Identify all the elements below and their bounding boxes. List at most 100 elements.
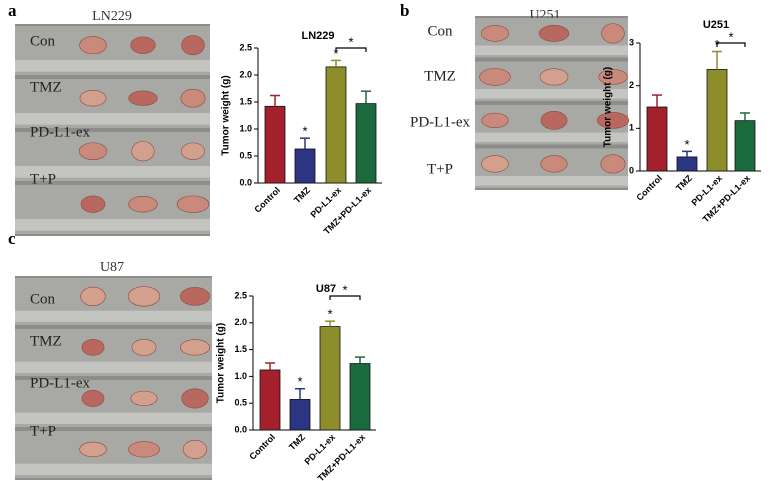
tumor — [127, 286, 161, 307]
photo-title: LN229 — [92, 9, 132, 24]
x-tick-label: TMZ — [292, 185, 313, 206]
bar — [319, 326, 341, 431]
tumor — [539, 68, 569, 86]
row-label: PD-L1-ex — [30, 375, 90, 391]
ruler — [475, 89, 628, 99]
tumor — [540, 155, 568, 173]
bar — [289, 399, 311, 431]
error-bar — [265, 362, 275, 370]
y-tick-label: 2.0 — [234, 317, 247, 327]
x-tick-label: TMZ — [674, 173, 695, 194]
ruler — [475, 132, 628, 143]
bracket-label: * — [342, 282, 347, 297]
y-tick-label: 0.5 — [239, 150, 252, 160]
tumor — [596, 112, 630, 129]
y-tick-label: 2 — [629, 80, 634, 90]
error-bar — [300, 137, 310, 149]
error-bar — [355, 356, 365, 364]
significance-marker: * — [684, 137, 689, 152]
y-tick-label: 0.0 — [234, 424, 247, 434]
error-bar — [652, 94, 662, 107]
bar — [325, 66, 347, 184]
tumor — [179, 287, 211, 306]
error-bar — [682, 150, 692, 157]
row-label: T+P — [30, 171, 56, 187]
significance-marker: * — [327, 307, 332, 322]
row-label: PD-L1-ex — [30, 124, 90, 140]
y-axis-label: Tumor weight (g) — [603, 67, 614, 147]
bar — [734, 120, 756, 172]
tumor — [131, 338, 157, 356]
row-label: T+P — [30, 423, 56, 439]
bracket-label: * — [728, 29, 733, 44]
tumor — [79, 441, 107, 458]
error-bar — [712, 50, 722, 70]
x-tick-label: Control — [247, 432, 277, 462]
y-tick-label: 1.0 — [239, 123, 252, 133]
tumor — [128, 196, 158, 213]
y-tick-label: 2.5 — [239, 42, 252, 52]
row-label: TMZ — [30, 79, 62, 95]
tumor — [538, 25, 570, 42]
chart-title: U251 — [703, 19, 729, 31]
y-axis-label: Tumor weight (g) — [221, 75, 232, 155]
ruler — [15, 463, 212, 475]
tumor — [600, 154, 626, 174]
error-bar — [325, 320, 335, 327]
bracket-label: * — [348, 34, 353, 49]
ruler — [15, 361, 212, 373]
x-tick-label: Control — [634, 173, 664, 203]
ruler — [15, 113, 210, 125]
tumor — [481, 112, 509, 128]
ruler — [15, 310, 212, 322]
error-bar — [740, 112, 750, 121]
tumor — [130, 390, 158, 406]
ruler — [15, 166, 210, 178]
ruler — [15, 219, 210, 231]
y-tick-label: 1 — [629, 123, 634, 133]
bracket — [329, 295, 361, 300]
significance-marker: * — [302, 124, 307, 139]
tumor — [540, 111, 568, 130]
y-tick-label: 1.5 — [239, 96, 252, 106]
tumor — [601, 23, 625, 44]
tumor — [128, 90, 158, 106]
tumor — [181, 35, 205, 56]
y-tick-label: 0.0 — [239, 177, 252, 187]
bar — [259, 369, 281, 431]
bar — [355, 103, 377, 184]
tumor — [79, 36, 107, 55]
error-bar — [361, 90, 371, 104]
y-tick-label: 2.5 — [234, 290, 247, 300]
y-tick-label: 2.0 — [239, 69, 252, 79]
tumor — [180, 88, 206, 108]
y-tick-label: 3 — [629, 37, 634, 47]
tumor — [131, 141, 155, 162]
row-label: Con — [30, 33, 56, 49]
row-label: Con — [30, 291, 56, 307]
tumor — [479, 68, 511, 86]
tumor — [81, 339, 105, 356]
tumor — [80, 195, 106, 213]
error-bar — [295, 387, 305, 400]
tumor — [481, 155, 509, 173]
bar — [264, 105, 286, 184]
y-tick-label: 0.5 — [234, 398, 247, 408]
tumor — [79, 90, 107, 107]
y-tick-label: 0 — [629, 165, 634, 175]
tumor — [181, 388, 209, 409]
ruler — [15, 412, 212, 424]
bracket — [716, 42, 746, 47]
significance-marker: * — [333, 46, 338, 61]
chart-title: LN229 — [301, 30, 334, 42]
ruler — [15, 60, 210, 72]
tumor — [128, 441, 160, 458]
tumor — [130, 36, 156, 54]
y-axis-label: Tumor weight (g) — [216, 323, 227, 403]
tumor — [78, 142, 108, 160]
tumor — [81, 390, 105, 407]
row-label: T+P — [427, 161, 453, 177]
error-bar — [331, 59, 341, 67]
ruler — [475, 176, 628, 186]
